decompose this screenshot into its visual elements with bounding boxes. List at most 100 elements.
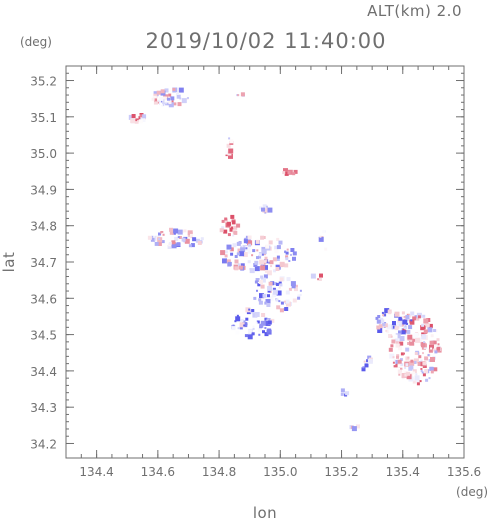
data-point: [231, 226, 233, 229]
data-point: [259, 323, 264, 328]
data-point: [317, 278, 320, 281]
data-point: [234, 313, 238, 317]
data-point: [238, 265, 243, 270]
data-point: [430, 357, 435, 362]
data-point: [263, 262, 266, 265]
data-point: [408, 325, 413, 330]
x-axis-label: lon: [253, 504, 277, 521]
data-point: [382, 323, 386, 327]
data-point: [395, 333, 401, 339]
data-point: [351, 426, 357, 432]
data-point: [419, 380, 422, 383]
data-point: [282, 258, 285, 261]
data-point: [178, 87, 184, 93]
data-point: [237, 327, 240, 330]
data-point: [426, 323, 430, 327]
data-point: [399, 336, 405, 341]
data-point: [286, 277, 291, 282]
data-point: [168, 93, 172, 97]
data-point: [288, 260, 291, 262]
data-point: [248, 308, 251, 311]
data-point: [272, 257, 277, 262]
data-point: [243, 324, 246, 327]
data-point: [236, 314, 239, 317]
data-point: [221, 219, 225, 223]
chart-title: 2019/10/02 11:40:00: [145, 29, 386, 53]
data-point: [190, 233, 193, 237]
data-point: [237, 263, 241, 267]
x-axis: 134.4 134.6 134.8 135.0 135.2 135.4 135.6: [79, 66, 481, 479]
plot-data: [128, 87, 442, 432]
data-point: [231, 326, 236, 331]
data-point: [260, 235, 265, 240]
data-point: [230, 214, 235, 219]
data-point: [285, 290, 290, 295]
data-point: [237, 248, 243, 254]
y-tick-label: 34.6: [30, 292, 57, 306]
data-point: [415, 378, 420, 383]
data-point: [253, 263, 258, 267]
data-point: [259, 259, 265, 265]
data-point: [222, 258, 227, 264]
data-point: [229, 227, 234, 232]
data-point: [264, 317, 268, 321]
data-point: [278, 286, 281, 289]
data-point: [134, 114, 139, 119]
data-point: [192, 237, 197, 242]
data-point: [414, 352, 418, 355]
data-point: [388, 334, 393, 338]
data-point: [245, 247, 248, 250]
data-point: [162, 233, 165, 236]
data-point: [278, 281, 282, 285]
data-point: [420, 343, 425, 348]
data-point: [128, 114, 134, 120]
data-point: [260, 265, 266, 271]
data-point: [242, 252, 248, 257]
y-unit-label: (deg): [20, 35, 52, 49]
data-point: [230, 252, 234, 256]
data-point: [239, 322, 245, 328]
data-point: [400, 322, 405, 327]
data-point: [377, 315, 381, 318]
data-point: [264, 301, 268, 305]
data-point: [285, 257, 289, 261]
data-point: [299, 289, 302, 292]
data-point: [406, 371, 411, 376]
data-point: [172, 87, 176, 91]
data-point: [437, 343, 440, 346]
data-point: [383, 323, 388, 328]
data-point: [422, 352, 424, 355]
data-point: [151, 235, 154, 238]
data-point: [288, 287, 292, 291]
data-point: [226, 143, 231, 148]
data-point: [396, 354, 400, 358]
data-point: [318, 278, 322, 281]
data-point: [425, 378, 429, 382]
data-point: [234, 259, 239, 264]
data-point: [278, 300, 281, 303]
data-point: [381, 311, 384, 314]
data-point: [262, 204, 267, 209]
data-point: [297, 296, 301, 300]
data-point: [227, 221, 232, 226]
data-point: [258, 300, 263, 305]
data-point: [265, 244, 270, 249]
data-point: [256, 320, 260, 324]
data-point: [239, 326, 243, 330]
data-point: [235, 316, 241, 322]
data-point: [430, 334, 434, 338]
data-point: [247, 334, 253, 340]
data-point: [275, 267, 280, 271]
data-point: [261, 313, 266, 317]
data-point: [433, 367, 438, 372]
data-point: [434, 350, 438, 354]
data-point: [139, 114, 143, 118]
data-point: [162, 96, 167, 101]
data-point: [401, 330, 406, 335]
data-point: [239, 251, 245, 257]
data-point: [398, 323, 402, 327]
data-point: [416, 382, 420, 386]
data-point: [268, 261, 271, 264]
data-point: [401, 369, 406, 374]
data-point: [158, 238, 161, 240]
